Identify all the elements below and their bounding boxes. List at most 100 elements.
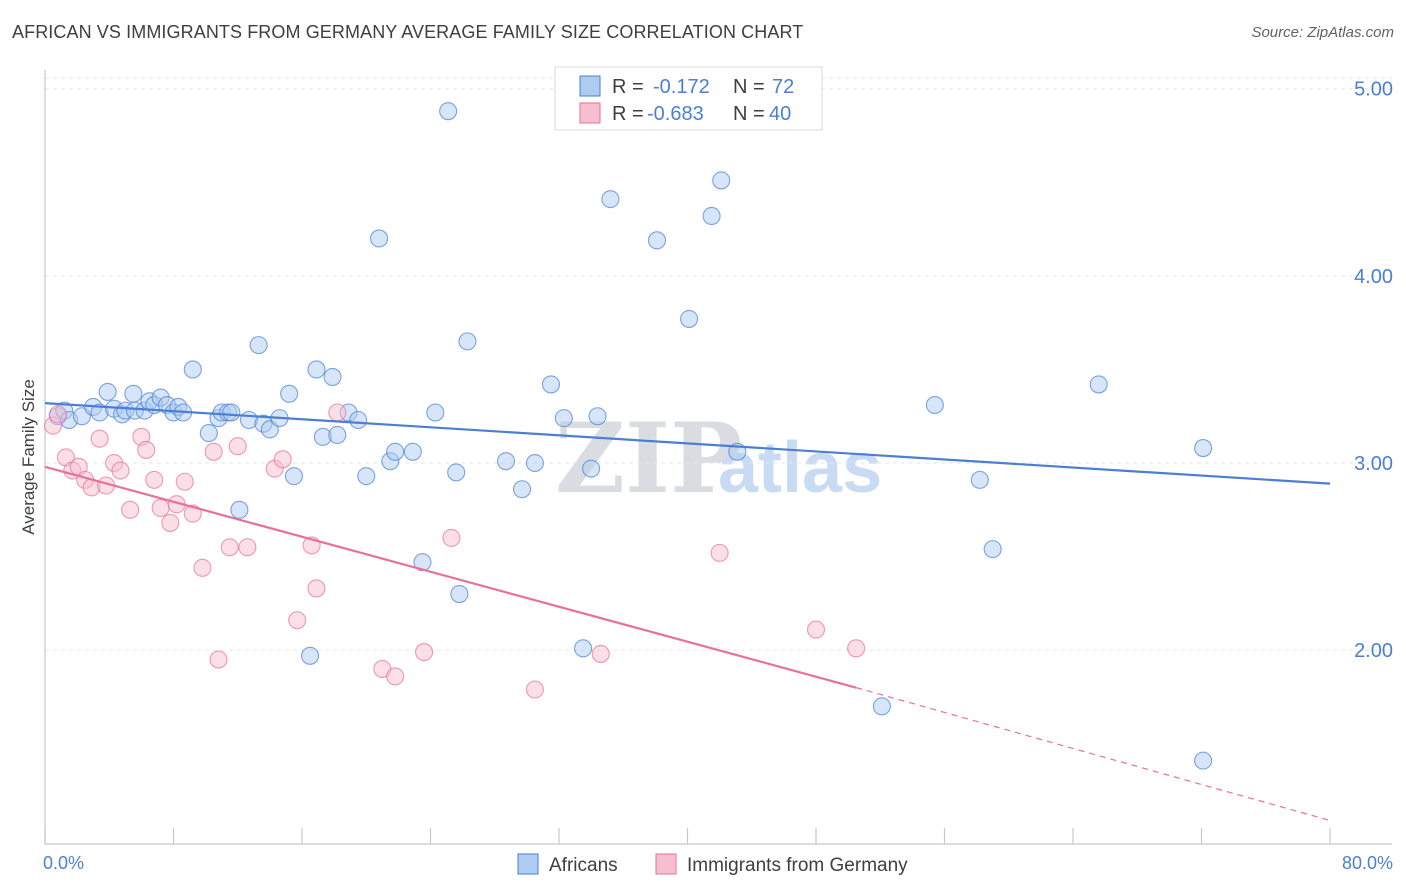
germany-trend-line (44, 465, 857, 689)
africans-point (970, 470, 989, 489)
germany-point (209, 650, 228, 669)
axes (44, 70, 1392, 845)
africans-point (300, 646, 320, 665)
africans-point (124, 384, 143, 403)
africans-point (386, 442, 405, 461)
legend-r-africans: -0.172 (653, 76, 710, 98)
correlation-legend: R = -0.172 N = 72 R = -0.683 N = 40 (554, 66, 823, 131)
africans-point (328, 425, 347, 445)
africans-trend-line (44, 402, 1331, 485)
africans-point (284, 467, 304, 486)
africans-point (513, 480, 532, 499)
africans-point (582, 459, 601, 478)
africans-point (680, 309, 699, 328)
africans-point (199, 424, 218, 443)
chart-title: AFRICAN VS IMMIGRANTS FROM GERMANY AVERA… (12, 22, 804, 42)
africans-point (439, 102, 458, 121)
africans-point (541, 375, 561, 394)
legend-swatch-africans (579, 75, 601, 97)
germany-point (183, 504, 202, 523)
africans-point (349, 410, 368, 430)
germany-point (161, 513, 180, 532)
africans-point (249, 336, 268, 355)
bottom-legend-germany: Immigrants from Germany (687, 855, 908, 876)
y-tick-label: 3.00 (1354, 453, 1393, 475)
germany-point (591, 644, 610, 663)
germany-point (386, 667, 405, 686)
legend-n-germany: 40 (769, 103, 791, 125)
germany-point (328, 403, 347, 422)
germany-point (273, 450, 292, 469)
africans-point (574, 639, 593, 658)
germany-point (145, 470, 164, 489)
bottom-legend-swatch-africans (517, 853, 539, 875)
germany-point (288, 611, 307, 630)
africans-point (702, 206, 721, 226)
africans-point (1089, 375, 1108, 394)
y-tick-label: 2.00 (1354, 640, 1393, 662)
africans-point (458, 332, 477, 351)
germany-point (121, 500, 140, 519)
legend-swatch-germany (579, 102, 601, 124)
germany-point (710, 543, 729, 562)
y-tick-label: 5.00 (1354, 79, 1393, 101)
bottom-legend-africans: Africans (549, 855, 618, 876)
africans-point (357, 467, 376, 486)
africans-point (525, 453, 544, 473)
germany-point (151, 498, 170, 518)
africans-point (222, 403, 241, 422)
germany-point (525, 680, 544, 699)
germany-point (238, 538, 257, 557)
africans-point (370, 229, 389, 248)
africans-point (712, 171, 731, 190)
legend-r-label-africans: R = (612, 76, 644, 98)
africans-point (872, 697, 891, 716)
africans-point (588, 407, 607, 426)
africans-point (983, 540, 1002, 559)
germany-point (806, 620, 826, 639)
germany-point (415, 643, 434, 662)
series-legend: Africans Immigrants from Germany (517, 853, 908, 876)
germany-point (137, 440, 156, 459)
africans-point (450, 584, 469, 604)
africans-point (426, 403, 445, 422)
africans-point (98, 382, 117, 401)
watermark-atlas: atlas (718, 428, 882, 508)
watermark-zip: ZIP (555, 402, 742, 515)
africans-point (183, 360, 202, 379)
legend-n-label-germany: N = (733, 103, 765, 125)
africans-point (1194, 751, 1213, 770)
trend-lines (44, 402, 1331, 822)
germany-point (228, 437, 247, 456)
tick-labels: 2.00 3.00 4.00 5.00 0.0% 80.0% (43, 79, 1393, 873)
germany-point (90, 429, 109, 448)
africans-point (647, 231, 667, 250)
germany-point (48, 405, 67, 424)
africans-point (413, 553, 432, 572)
africans-point (307, 360, 326, 379)
africans-point (925, 395, 944, 415)
africans-point (323, 367, 342, 386)
bottom-legend-swatch-germany (655, 853, 677, 875)
x-tick-label-min: 0.0% (43, 853, 84, 873)
africans-point (554, 409, 573, 428)
germany-point (220, 538, 239, 557)
y-axis-title: Average Family Size (19, 379, 38, 535)
africans-point (496, 452, 516, 471)
germany-point (175, 472, 194, 491)
germany-point (847, 639, 866, 658)
germany-point (442, 528, 461, 547)
africans-point (601, 190, 620, 209)
legend-n-label-africans: N = (733, 76, 765, 98)
y-tick-label: 4.00 (1354, 266, 1393, 288)
legend-n-africans: 72 (772, 76, 794, 98)
series-germany-points (43, 403, 866, 699)
africans-point (230, 500, 249, 519)
africans-point (280, 384, 299, 403)
source-credit: Source: ZipAtlas.com (1251, 24, 1394, 41)
gridlines (45, 77, 1392, 651)
germany-point (307, 579, 326, 598)
germany-trend-extension (855, 687, 1331, 822)
germany-point (111, 461, 130, 480)
